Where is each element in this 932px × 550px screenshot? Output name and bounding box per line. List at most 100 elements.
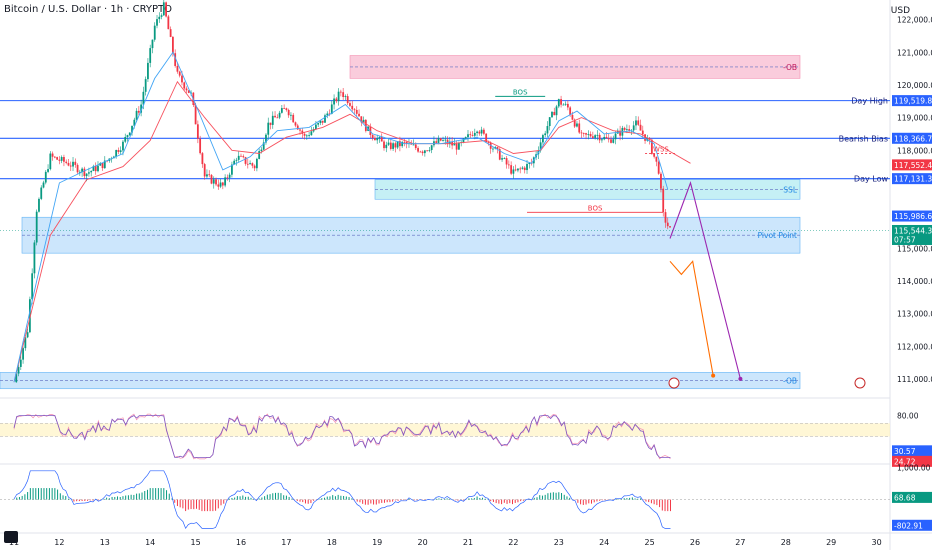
candle-body <box>221 182 224 186</box>
candle-body <box>505 158 508 165</box>
candle-body <box>24 337 27 349</box>
candle-body <box>598 134 601 141</box>
candle-body <box>471 134 474 136</box>
candle-body <box>231 164 233 175</box>
candle-body <box>60 157 63 161</box>
candle-body <box>517 168 519 171</box>
candle-body <box>626 129 628 130</box>
level-name: Day High <box>851 97 888 106</box>
candle-body <box>201 153 204 165</box>
candle-body <box>655 156 658 162</box>
candle-body <box>492 148 494 150</box>
candle-body <box>219 182 222 187</box>
candle-body <box>417 148 419 152</box>
candle-body <box>610 139 612 143</box>
candle-body <box>49 153 52 170</box>
candle-body <box>496 147 499 150</box>
candle-body <box>669 226 671 228</box>
candle-body <box>412 144 415 146</box>
candle-body <box>44 171 47 183</box>
candle-body <box>560 99 562 105</box>
candle-body <box>601 139 603 141</box>
price-tick: 122,000.00 <box>897 16 932 25</box>
candle-body <box>480 129 483 134</box>
price-tick: 118,000.00 <box>897 146 932 155</box>
candle-body <box>315 124 317 130</box>
candle-body <box>255 158 258 169</box>
annotation-label: WSS <box>653 146 669 154</box>
time-tick: 30 <box>872 538 882 547</box>
candle-body <box>253 165 256 169</box>
candle-body <box>151 39 154 49</box>
candle-body <box>187 90 190 93</box>
candle-body <box>267 122 270 135</box>
candle-body <box>644 134 646 141</box>
candle-body <box>42 182 45 188</box>
candle-body <box>233 160 236 165</box>
candle-body <box>664 212 667 223</box>
candle-body <box>641 130 644 135</box>
candle-body <box>344 96 347 97</box>
candle-body <box>639 124 642 131</box>
candle-body <box>546 126 549 134</box>
candle-body <box>444 139 447 141</box>
candle-body <box>321 120 324 123</box>
candle-body <box>401 141 404 147</box>
candle-body <box>605 136 608 139</box>
candle-body <box>523 167 526 171</box>
candle-body <box>40 187 43 199</box>
candle-body <box>392 143 394 149</box>
candle-body <box>160 15 163 17</box>
candle-body <box>271 115 274 125</box>
candle-body <box>355 109 358 114</box>
candle-body <box>553 111 556 116</box>
symbol-title[interactable]: Bitcoin / U.S. Dollar · 1h · CRYPTO <box>4 4 173 15</box>
currency-label[interactable]: USD <box>890 6 910 16</box>
candle-body <box>446 139 449 145</box>
candle-body <box>403 141 406 143</box>
candle-body <box>539 142 542 151</box>
oscillator-value-tag-bg <box>892 491 932 503</box>
zone-label: -OB <box>783 63 797 72</box>
candle-body <box>328 113 331 115</box>
candle-body <box>237 155 240 160</box>
candle-body <box>235 159 238 161</box>
oscillator-value-tag-bg <box>892 519 932 531</box>
candle-body <box>285 108 288 110</box>
time-tick: 29 <box>826 538 836 547</box>
candle-body <box>283 108 286 109</box>
moving-average-line <box>13 51 669 383</box>
level-price-tag-bg <box>892 173 932 185</box>
time-tick: 28 <box>781 538 791 547</box>
candle-body <box>78 171 81 173</box>
candle-body <box>69 165 72 167</box>
candle-body <box>292 114 295 123</box>
candle-body <box>482 129 485 134</box>
candle-body <box>503 158 506 159</box>
candle-body <box>294 122 297 126</box>
annotation-label: BOS <box>588 204 603 212</box>
candle-body <box>376 138 379 141</box>
candle-body <box>346 96 349 104</box>
candle-body <box>369 126 372 136</box>
level-price-tag-bg <box>892 95 932 107</box>
candle-body <box>260 149 263 152</box>
candle-body <box>194 104 197 125</box>
candle-body <box>269 122 272 125</box>
candle-body <box>212 179 215 184</box>
candle-body <box>58 159 61 161</box>
candle-body <box>619 130 621 136</box>
annotation-label: BOS <box>513 88 528 96</box>
candle-body <box>544 133 547 136</box>
candle-body <box>65 161 68 163</box>
candle-body <box>596 134 599 136</box>
candle-body <box>117 150 120 152</box>
candle-body <box>421 151 424 154</box>
level-price-tag: 119,519.89 <box>894 97 932 106</box>
time-tick: 23 <box>554 538 564 547</box>
candle-body <box>149 48 152 63</box>
candle-body <box>217 184 220 187</box>
candle-body <box>124 136 127 142</box>
candle-body <box>276 117 279 119</box>
